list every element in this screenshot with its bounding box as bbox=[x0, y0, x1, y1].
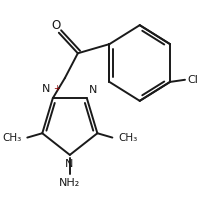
Text: N: N bbox=[89, 85, 98, 95]
Text: +: + bbox=[53, 84, 60, 93]
Text: CH₃: CH₃ bbox=[118, 132, 138, 143]
Text: NH₂: NH₂ bbox=[59, 178, 80, 188]
Text: N: N bbox=[65, 159, 73, 169]
Text: CH₃: CH₃ bbox=[2, 132, 21, 143]
Text: Cl: Cl bbox=[187, 75, 198, 85]
Text: N: N bbox=[41, 84, 50, 94]
Text: O: O bbox=[51, 19, 60, 32]
